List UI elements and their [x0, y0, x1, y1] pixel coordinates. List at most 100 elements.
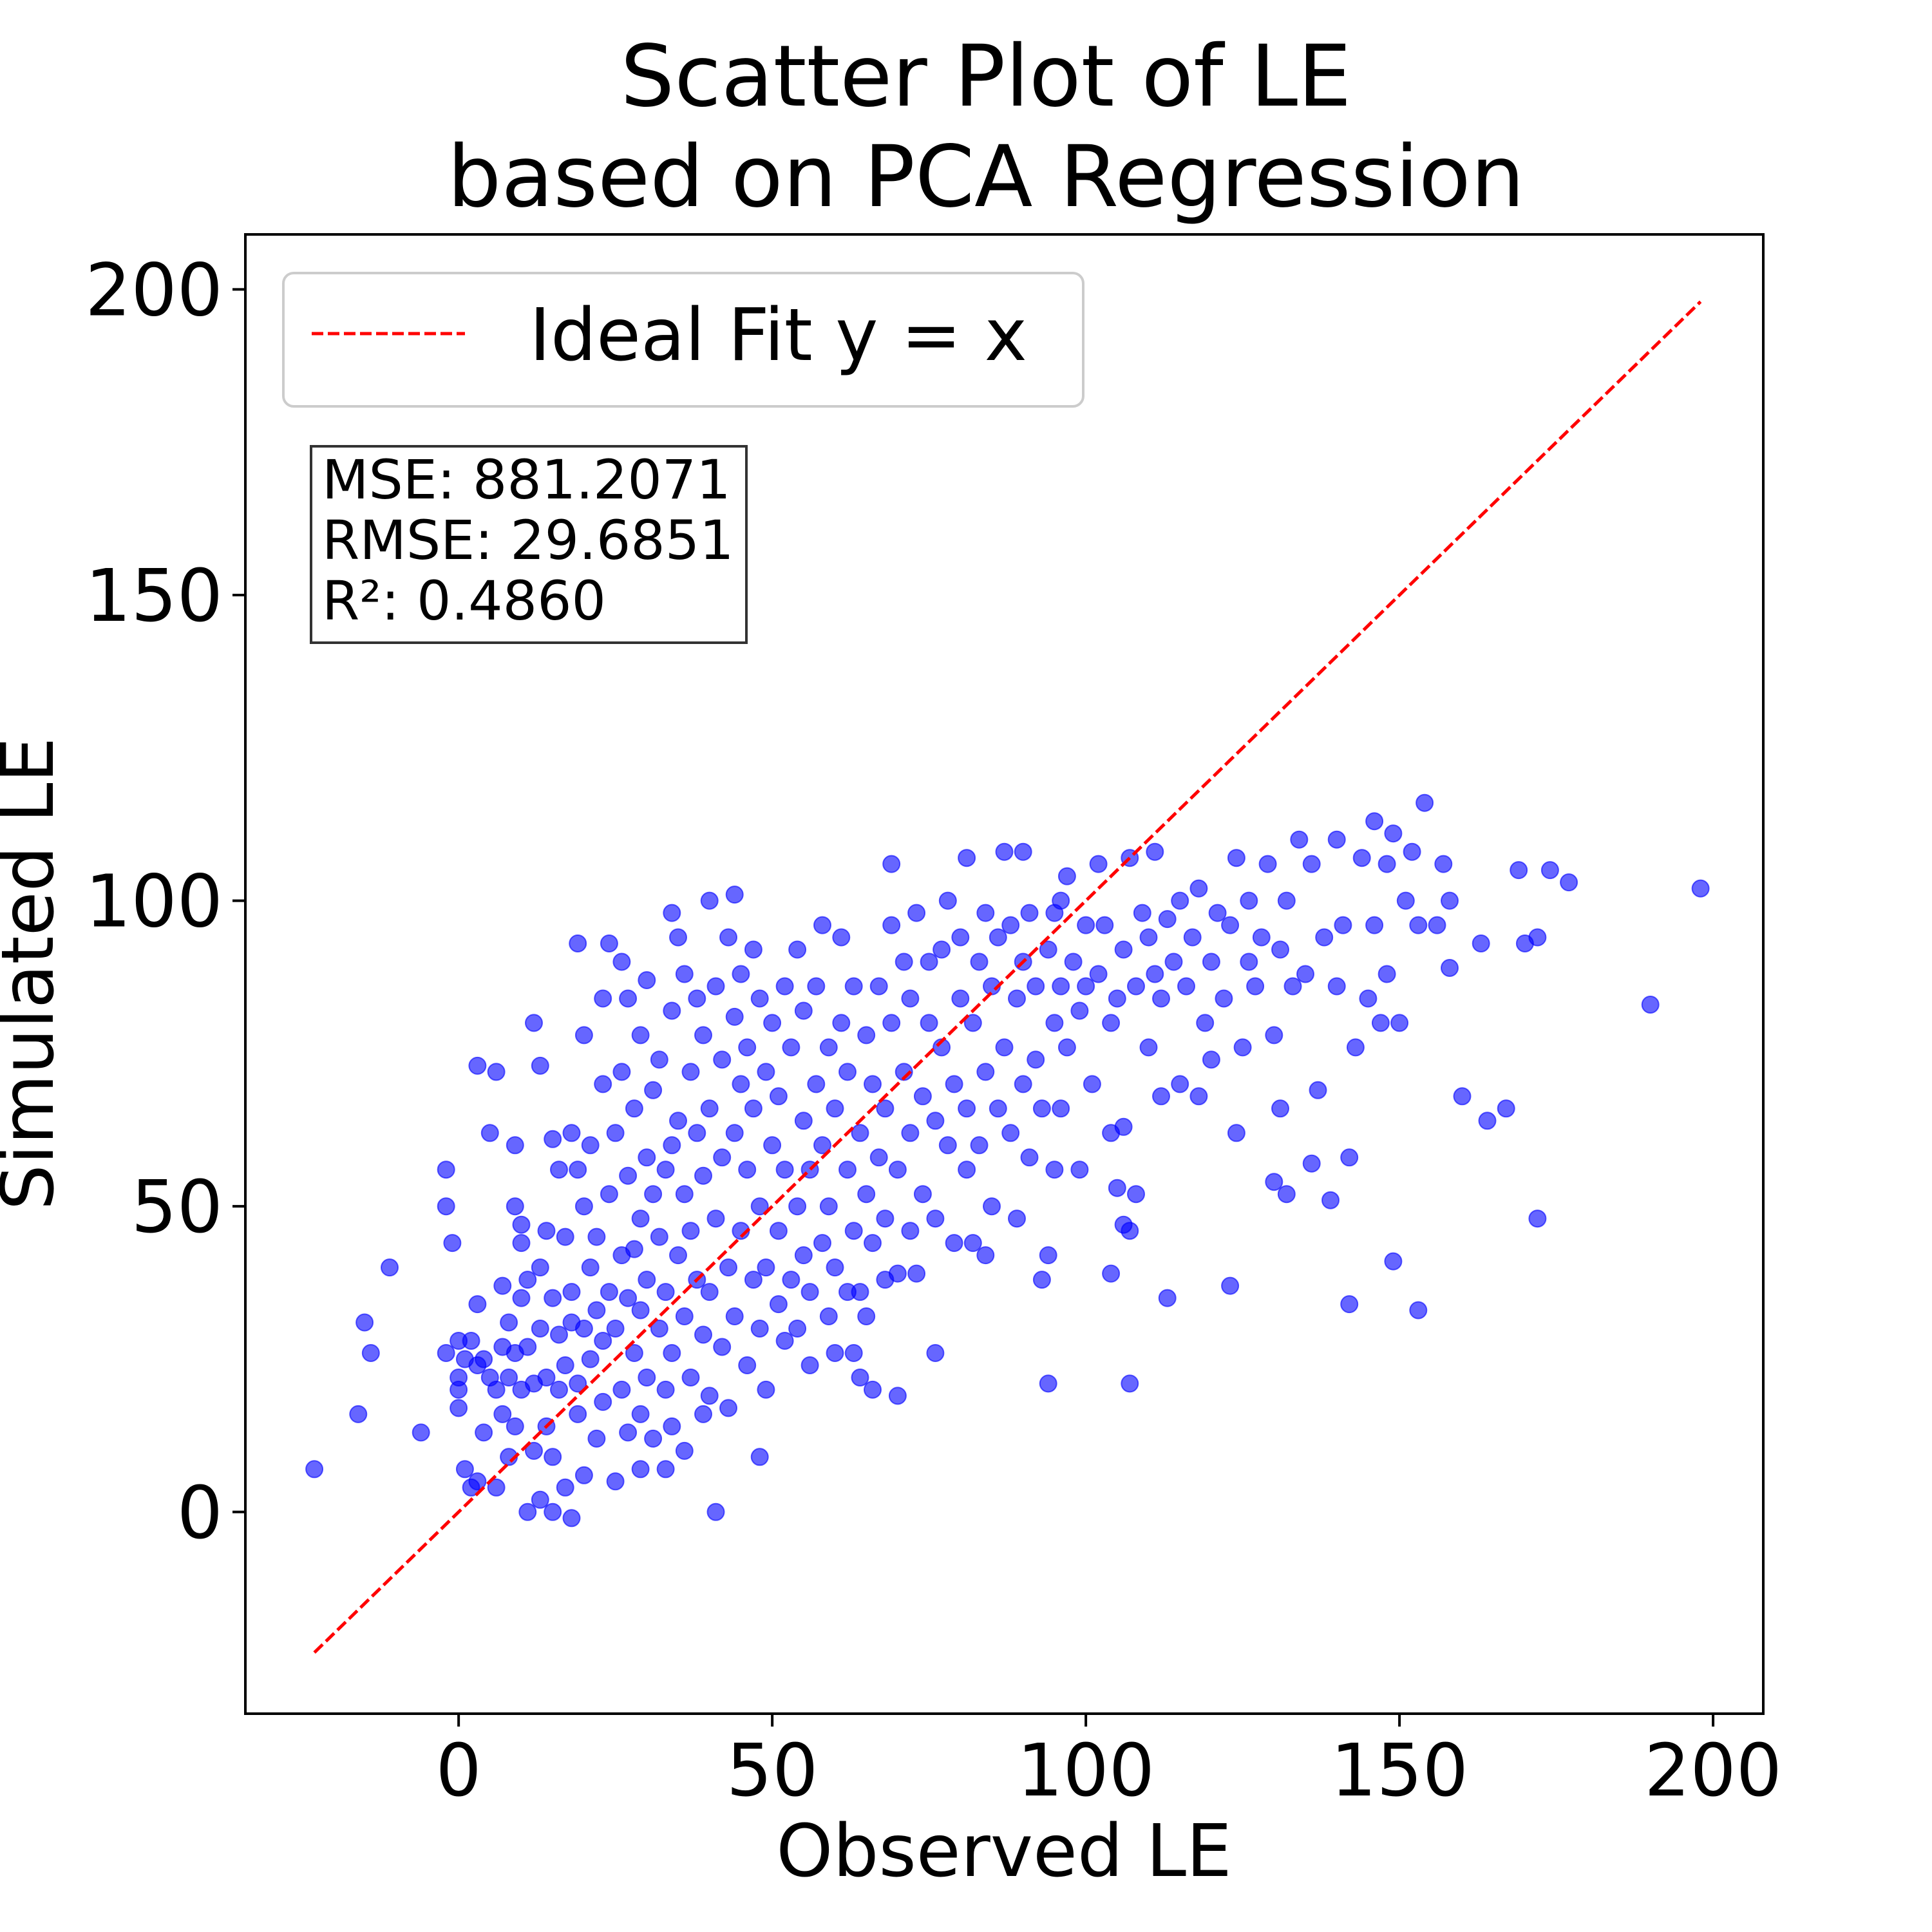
- x-axis-label: Observed LE: [776, 1810, 1232, 1893]
- data-point-256: [945, 1075, 963, 1094]
- data-point-325: [1146, 965, 1164, 983]
- data-point-223: [864, 1380, 882, 1399]
- data-point-353: [1265, 1026, 1283, 1045]
- data-point-351: [1258, 855, 1277, 873]
- data-point-28: [487, 1063, 506, 1081]
- data-point-349: [1246, 977, 1265, 996]
- data-point-103: [625, 1240, 643, 1258]
- data-point-310: [1102, 1014, 1121, 1032]
- data-point-99: [619, 1289, 638, 1307]
- data-point-75: [574, 1466, 593, 1484]
- data-point-12: [450, 1399, 468, 1417]
- data-point-80: [581, 1136, 600, 1155]
- x-tick-label-0: 0: [436, 1729, 482, 1813]
- data-point-203: [819, 1307, 838, 1325]
- data-point-201: [813, 1136, 831, 1155]
- data-point-143: [694, 1325, 712, 1344]
- data-point-87: [594, 1075, 612, 1094]
- x-axis-ticks: 0 50 100 150 200: [436, 1714, 1782, 1813]
- metrics-mse: MSE: 881.2071: [322, 448, 731, 511]
- data-point-359: [1290, 830, 1309, 849]
- data-point-279: [1014, 842, 1032, 861]
- data-point-146: [700, 891, 719, 910]
- data-point-311: [1108, 1179, 1126, 1197]
- data-point-380: [1384, 824, 1403, 843]
- data-point-233: [882, 916, 901, 934]
- data-point-247: [920, 952, 938, 971]
- data-point-397: [1528, 1209, 1547, 1228]
- data-point-252: [933, 940, 951, 959]
- data-point-93: [606, 1124, 625, 1142]
- data-point-157: [719, 1258, 737, 1277]
- data-point-300: [1070, 1160, 1089, 1179]
- data-point-348: [1240, 891, 1258, 910]
- data-point-319: [1127, 1185, 1145, 1204]
- data-point-284: [1027, 1050, 1045, 1069]
- data-points: [305, 793, 1710, 1528]
- data-point-363: [1309, 1081, 1327, 1099]
- data-point-133: [675, 1307, 694, 1325]
- data-point-305: [1089, 855, 1108, 873]
- data-point-120: [656, 1460, 675, 1479]
- data-point-387: [1428, 916, 1446, 934]
- data-point-121: [656, 1380, 675, 1399]
- data-point-118: [650, 1227, 668, 1246]
- data-point-154: [713, 1148, 732, 1167]
- data-point-116: [644, 1081, 663, 1099]
- data-point-285: [1027, 977, 1045, 996]
- data-point-372: [1352, 849, 1371, 867]
- metrics-box: MSE: 881.2071 RMSE: 29.6851 R²: 0.4860: [310, 445, 748, 644]
- data-point-137: [681, 1222, 700, 1240]
- data-point-246: [920, 1014, 938, 1032]
- data-point-390: [1441, 891, 1459, 910]
- data-point-79: [581, 1350, 600, 1368]
- data-point-37: [506, 1417, 524, 1435]
- data-point-326: [1152, 1087, 1170, 1106]
- data-point-327: [1152, 989, 1170, 1008]
- data-point-173: [750, 1320, 769, 1338]
- data-point-134: [675, 1185, 694, 1204]
- data-point-25: [480, 1124, 499, 1142]
- data-point-344: [1227, 1124, 1245, 1142]
- data-point-104: [625, 1099, 643, 1118]
- data-point-260: [958, 1160, 976, 1179]
- data-point-151: [706, 1209, 725, 1228]
- ideal-fit-line-layer: [313, 300, 1702, 1654]
- data-point-381: [1390, 1014, 1409, 1032]
- data-point-215: [844, 1222, 863, 1240]
- data-point-125: [663, 1417, 681, 1435]
- data-point-272: [989, 928, 1007, 947]
- data-point-277: [1008, 1209, 1026, 1228]
- data-point-190: [788, 1197, 807, 1216]
- data-point-369: [1340, 1295, 1359, 1314]
- data-point-100: [619, 1166, 638, 1185]
- data-point-17: [462, 1332, 480, 1350]
- data-point-196: [800, 1283, 819, 1302]
- data-point-283: [1020, 904, 1039, 922]
- data-point-236: [888, 1160, 907, 1179]
- data-point-219: [851, 1124, 869, 1142]
- data-point-383: [1403, 842, 1421, 861]
- data-point-72: [569, 1374, 587, 1393]
- data-point-92: [606, 1320, 625, 1338]
- data-point-112: [638, 1148, 656, 1167]
- data-point-186: [775, 977, 794, 996]
- data-point-265: [970, 1136, 989, 1155]
- data-point-18: [468, 1472, 487, 1491]
- data-point-263: [963, 1014, 982, 1032]
- data-point-368: [1334, 916, 1352, 934]
- data-point-360: [1296, 965, 1314, 983]
- data-point-165: [732, 965, 750, 983]
- data-point-57: [544, 1130, 562, 1148]
- data-point-132: [675, 1441, 694, 1460]
- data-point-322: [1139, 1038, 1158, 1057]
- data-point-61: [550, 1380, 568, 1399]
- data-point-282: [1020, 1148, 1039, 1167]
- data-point-198: [807, 1075, 826, 1094]
- y-tick-label-0: 0: [177, 1472, 223, 1555]
- data-point-229: [876, 1209, 895, 1228]
- data-point-232: [882, 1014, 901, 1032]
- data-point-14: [455, 1460, 474, 1479]
- data-point-366: [1327, 830, 1346, 849]
- data-point-73: [569, 1160, 587, 1179]
